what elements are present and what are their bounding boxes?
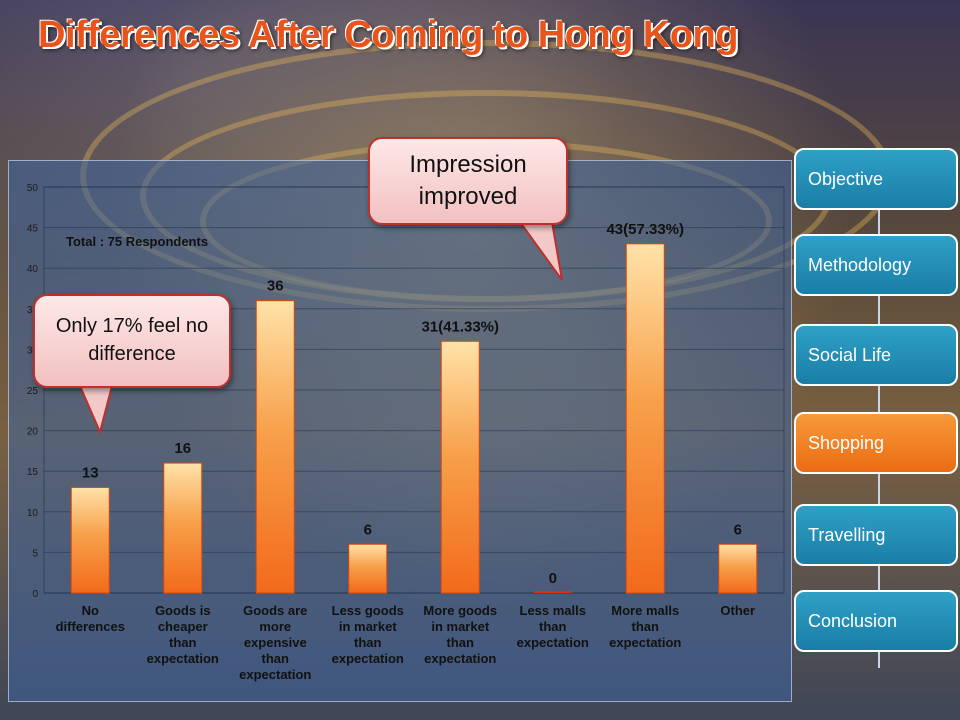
nav-item-objective[interactable]: Objective [794,148,958,210]
callout-impression-improved: Impression improved [368,137,568,225]
x-tick-label: Goods are more expensive than expectation [239,603,311,682]
nav-item-shopping[interactable]: Shopping [794,412,958,474]
data-label: 16 [174,440,191,457]
nav-item-travelling[interactable]: Travelling [794,504,958,566]
bar-7 [718,543,758,594]
total-respondents-label: Total : 75 Respondents [66,234,209,249]
section-nav: Objective Methodology Social Life Shoppi… [794,148,960,708]
y-tick-label: 50 [27,183,39,194]
y-tick-label: 0 [32,589,38,600]
x-tick-label: Less malls than expectation [517,603,589,650]
y-tick-label: 10 [27,508,39,519]
y-tick-label: 25 [27,386,39,397]
data-label: 6 [364,521,372,538]
data-label: 6 [734,521,742,538]
y-tick-label: 35 [27,305,39,316]
y-tick-label: 40 [27,264,39,275]
y-tick-label: 45 [27,224,39,235]
x-tick-label: More malls than expectation [609,603,681,650]
x-tick-label: Less goods in market than expectation [332,603,404,666]
x-tick-label: More goods in market than expectation [423,603,497,666]
data-label: 13 [82,464,99,481]
x-tick-label: Other [720,603,755,618]
x-tick-label: Goods is cheaper than expectation [147,603,219,666]
nav-item-conclusion[interactable]: Conclusion [794,590,958,652]
bar-0 [70,486,110,594]
y-tick-label: 20 [27,427,39,438]
nav-item-social-life[interactable]: Social Life [794,324,958,386]
bar-2 [255,300,295,594]
data-label: 0 [549,570,557,587]
bar-1 [163,462,203,594]
data-label: 31(41.33%) [421,318,499,335]
data-label: 43(57.33%) [606,221,684,238]
bar-4 [440,340,480,594]
nav-item-methodology[interactable]: Methodology [794,234,958,296]
x-tick-label: No differences [56,603,125,634]
bar-6 [625,243,665,594]
bar-3 [348,543,388,594]
data-label: 36 [267,278,284,295]
callout-only-17-percent: Only 17% feel no difference [33,294,231,388]
y-tick-label: 15 [27,467,39,478]
y-tick-label: 5 [32,548,38,559]
page-title: Differences After Coming to Hong Kong [38,14,738,56]
y-tick-label: 30 [27,345,39,356]
